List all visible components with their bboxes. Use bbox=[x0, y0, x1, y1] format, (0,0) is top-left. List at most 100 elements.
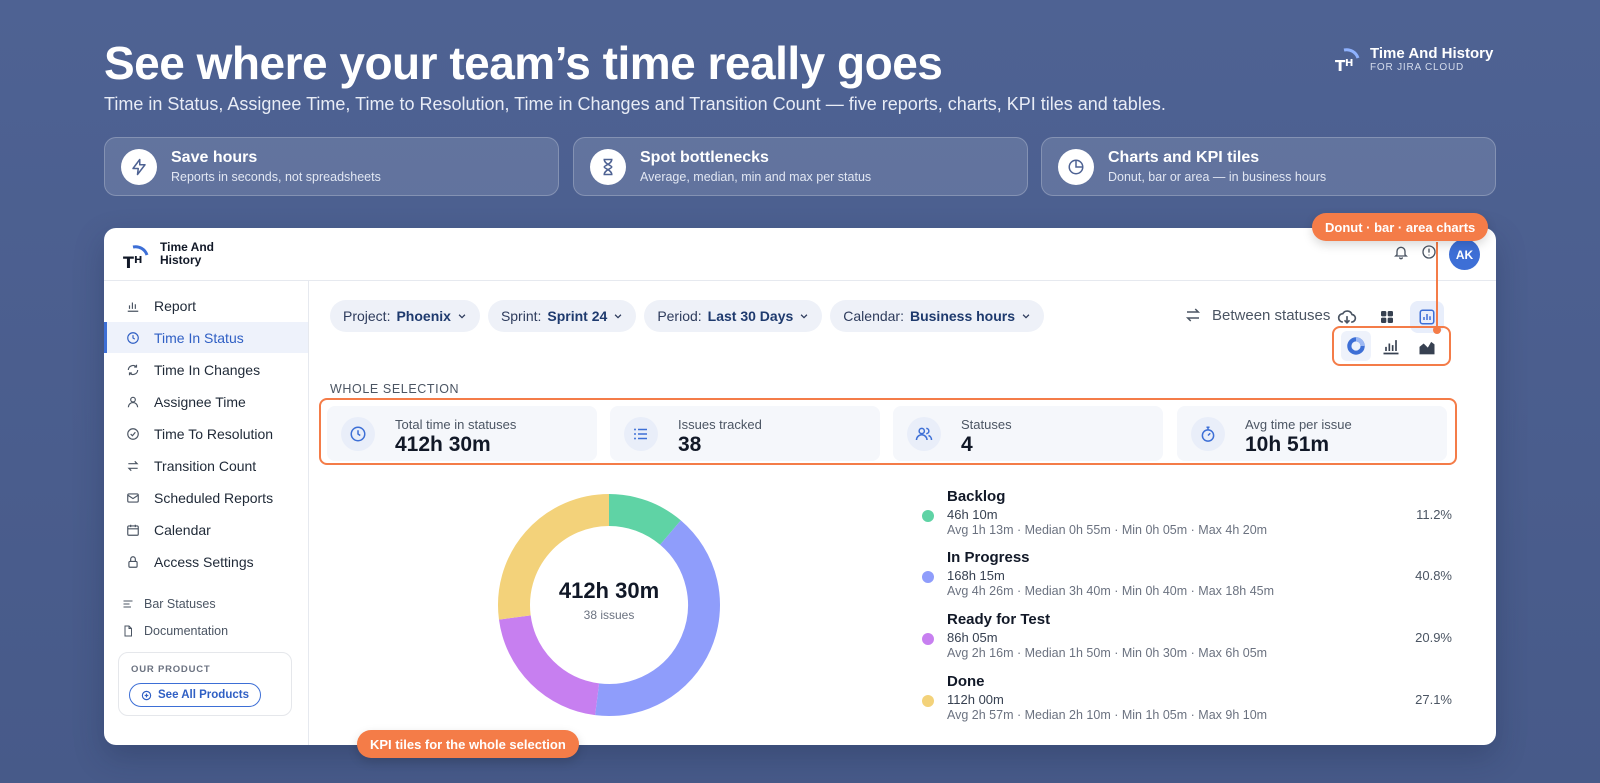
kpi-label: Total time in statuses bbox=[395, 417, 517, 432]
legend-row-done: Done 112h 00m Avg 2h 57m · Median 2h 10m… bbox=[922, 673, 1452, 729]
clock-icon bbox=[127, 331, 139, 344]
bar-chart-option[interactable] bbox=[1376, 331, 1406, 361]
kpi-label: Issues tracked bbox=[678, 417, 762, 432]
legend-percent: 11.2% bbox=[1416, 507, 1452, 522]
sidebar-item-scheduled-reports[interactable]: Scheduled Reports bbox=[104, 482, 308, 513]
mail-icon bbox=[127, 492, 139, 503]
list-icon bbox=[624, 417, 658, 451]
kpi-label: Avg time per issue bbox=[1245, 417, 1352, 432]
sidebar-item-calendar[interactable]: Calendar bbox=[104, 514, 308, 545]
legend-row-ready-for-test: Ready for Test 86h 05m Avg 2h 16m · Medi… bbox=[922, 611, 1452, 667]
kpi-value: 412h 30m bbox=[395, 433, 491, 456]
document-icon bbox=[124, 625, 132, 637]
sidebar-item-time-to-resolution[interactable]: Time To Resolution bbox=[104, 418, 308, 449]
grid-icon bbox=[1381, 311, 1393, 323]
legend-row-in-progress: In Progress 168h 15m Avg 4h 26m · Median… bbox=[922, 549, 1452, 605]
svg-text:H: H bbox=[1345, 58, 1353, 69]
cloud-download-icon bbox=[1337, 310, 1357, 325]
filter-key: Calendar: bbox=[843, 308, 904, 324]
kpi-avg-time: Avg time per issue 10h 51m bbox=[1177, 406, 1447, 461]
sidebar-item-label: Assignee Time bbox=[154, 393, 246, 410]
filter-key: Project: bbox=[343, 308, 391, 324]
feature-title: Charts and KPI tiles bbox=[1108, 149, 1260, 166]
feature-subtitle: Reports in seconds, not spreadsheets bbox=[171, 170, 381, 184]
chevron-down-icon bbox=[1022, 314, 1030, 319]
donut-icon bbox=[1347, 337, 1365, 355]
callout-charts: Donut · bar · area charts bbox=[1312, 213, 1489, 241]
legend-stats: Avg 2h 16m · Median 1h 50m · Min 0h 30m … bbox=[947, 646, 1268, 660]
clock-icon bbox=[341, 417, 375, 451]
area-chart-option[interactable] bbox=[1412, 331, 1442, 361]
info-icon[interactable] bbox=[1421, 244, 1437, 265]
avatar[interactable]: AK bbox=[1449, 239, 1480, 270]
svg-text:T: T bbox=[1335, 57, 1346, 74]
donut-slice-backlog[interactable] bbox=[608, 494, 681, 546]
app-name-line1: Time And bbox=[160, 240, 215, 254]
donut-center-value: 412h 30m bbox=[558, 578, 660, 603]
app-topbar: T H Time And History AK bbox=[104, 228, 1496, 281]
donut-slice-done[interactable] bbox=[498, 494, 610, 620]
chevron-down-icon bbox=[614, 314, 622, 319]
sidebar-item-label: Documentation bbox=[144, 624, 229, 638]
sidebar-item-bar-statuses[interactable]: Bar Statuses bbox=[122, 597, 216, 611]
filter-value: Sprint 24 bbox=[547, 308, 608, 324]
calendar-filter[interactable]: Calendar: Business hours bbox=[830, 300, 1045, 332]
hero-title: See where your team’s time really goes bbox=[104, 37, 943, 89]
product-label: OUR PRODUCT bbox=[131, 664, 211, 675]
sidebar-item-report[interactable]: Report bbox=[104, 290, 308, 321]
download-button[interactable] bbox=[1330, 301, 1364, 333]
legend-dot bbox=[922, 633, 934, 645]
sprint-filter[interactable]: Sprint: Sprint 24 bbox=[487, 300, 637, 332]
legend-row-backlog: Backlog 46h 10m Avg 1h 13m · Median 0h 5… bbox=[922, 488, 1452, 544]
check-circle-icon bbox=[127, 427, 139, 440]
users-icon bbox=[907, 417, 941, 451]
lightning-icon bbox=[121, 148, 157, 185]
app-logo-icon[interactable]: T H bbox=[122, 240, 150, 272]
grid-view-button[interactable] bbox=[1370, 301, 1404, 333]
transfer-icon bbox=[127, 460, 139, 471]
feature-subtitle: Donut, bar or area — in business hours bbox=[1108, 170, 1327, 184]
legend-percent: 27.1% bbox=[1415, 692, 1452, 707]
kpi-value: 4 bbox=[961, 433, 973, 456]
legend-percent: 20.9% bbox=[1415, 630, 1452, 645]
sidebar-item-transition-count[interactable]: Transition Count bbox=[104, 450, 308, 481]
donut-center-subtitle: 38 issues bbox=[583, 608, 635, 622]
donut-chart-option[interactable] bbox=[1340, 331, 1371, 361]
between-statuses-toggle[interactable]: Between statuses bbox=[1184, 306, 1330, 324]
svg-text:T: T bbox=[123, 253, 134, 270]
legend-stats: Avg 2h 57m · Median 2h 10m · Min 1h 05m … bbox=[947, 708, 1268, 722]
see-all-products-button[interactable]: See All Products bbox=[129, 683, 261, 707]
sidebar-item-time-in-changes[interactable]: Time In Changes bbox=[104, 354, 308, 385]
kpi-issues-tracked: Issues tracked 38 bbox=[610, 406, 880, 461]
donut-slice-in-progress[interactable] bbox=[595, 520, 720, 716]
legend-dot bbox=[922, 510, 934, 522]
period-filter[interactable]: Period: Last 30 Days bbox=[644, 300, 823, 332]
sidebar-item-label: Transition Count bbox=[154, 457, 257, 474]
sidebar-item-label: Time In Changes bbox=[154, 361, 261, 378]
sidebar-item-access-settings[interactable]: Access Settings bbox=[104, 546, 308, 577]
sidebar-item-label: Access Settings bbox=[154, 553, 254, 570]
sidebar-item-time-in-status[interactable]: Time In Status bbox=[104, 322, 308, 353]
legend-name: Done bbox=[947, 673, 985, 690]
bell-icon[interactable] bbox=[1393, 244, 1409, 265]
project-filter[interactable]: Project: Phoenix bbox=[330, 300, 480, 332]
lines-icon bbox=[123, 600, 133, 608]
sidebar-item-assignee-time[interactable]: Assignee Time bbox=[104, 386, 308, 417]
brand-name: Time And History bbox=[1370, 45, 1494, 62]
sidebar-item-label: Time To Resolution bbox=[154, 425, 274, 442]
kpi-statuses: Statuses 4 bbox=[893, 406, 1163, 461]
callout-connector-dot bbox=[1433, 326, 1441, 334]
donut-chart: 412h 30m 38 issues bbox=[494, 490, 724, 720]
sidebar-item-documentation[interactable]: Documentation bbox=[122, 624, 228, 638]
donut-svg bbox=[498, 494, 720, 716]
legend-stats: Avg 1h 13m · Median 0h 55m · Min 0h 05m … bbox=[947, 523, 1268, 537]
filter-key: Period: bbox=[657, 308, 702, 324]
legend-dot bbox=[922, 571, 934, 583]
stopwatch-icon bbox=[1191, 417, 1225, 451]
chevron-down-icon bbox=[800, 314, 808, 319]
callout-kpi: KPI tiles for the whole selection bbox=[357, 730, 579, 758]
donut-slice-ready-for-test[interactable] bbox=[498, 614, 600, 716]
kpi-label: Statuses bbox=[961, 417, 1012, 432]
filter-value: Phoenix bbox=[396, 308, 451, 324]
feature-card-save-hours: Save hours Reports in seconds, not sprea… bbox=[104, 137, 559, 196]
